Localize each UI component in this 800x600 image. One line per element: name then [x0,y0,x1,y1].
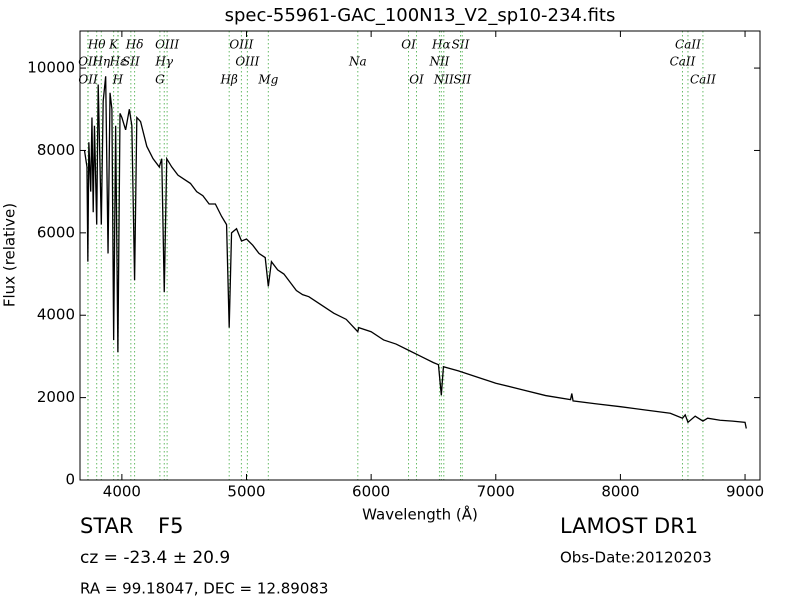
coordinates: RA = 99.18047, DEC = 12.89083 [80,580,328,598]
obs-date: Obs-Date:20120203 [560,549,712,567]
spectral-line-label: Na [348,55,367,69]
spectral-line-label: Hδ [125,38,144,52]
spectral-line-label: SII [452,38,470,52]
object-class: STAR [80,514,133,538]
x-axis-label: Wavelength (Å) [362,505,478,524]
x-tick-label: 4000 [103,483,141,501]
spectral-line-label: Hθ [87,38,106,52]
spectral-line-label: G [155,73,165,87]
spectral-line-label: Hη [91,55,110,69]
spectral-line-label: OI [409,73,424,87]
spectral-line-label: OIII [235,55,259,69]
spectral-line-label: NII [428,55,449,69]
spectral-line-label: SII [122,55,140,69]
y-tick-label: 8000 [37,141,75,159]
plot-frame [79,30,761,481]
spectral-line-label: SII [453,73,471,87]
spectral-line-label: Hγ [154,55,173,69]
x-tick-label: 7000 [477,483,515,501]
spectral-line-label: CaII [690,73,716,87]
spectral-line-label: Hε [109,55,127,69]
spectral-line-label: OII [78,55,98,69]
y-tick-label: 2000 [37,388,75,406]
spectral-line-label: OIII [155,38,179,52]
x-tick-label: 8000 [601,483,639,501]
spectral-line-label: CaII [675,38,701,52]
spectral-line-label: CaII [670,55,696,69]
survey: LAMOST DR1 [560,514,698,538]
y-tick-label: 0 [65,471,75,489]
chart-title: spec-55961-GAC_100N13_V2_sp10-234.fits [225,5,616,26]
x-tick-label: 6000 [352,483,390,501]
y-tick-label: 6000 [37,223,75,241]
y-axis-label: Flux (relative) [1,203,19,307]
x-tick-label: 9000 [726,483,764,501]
spectral-line-label: NII [433,73,454,87]
spectral-line-label: Mg [257,73,278,87]
spectral-line-label: OIII [229,38,253,52]
spectrum-line [83,76,747,429]
spectral-line-label: K [108,38,119,52]
spectral-line-label: Hα [431,38,451,52]
spectral-line-label: OI [401,38,416,52]
spectral-line-label: H [112,73,124,87]
x-tick-label: 5000 [227,483,265,501]
redshift: cz = -23.4 ± 20.9 [80,548,230,568]
subclass: F5 [158,514,183,538]
y-tick-label: 4000 [37,306,75,324]
spectral-line-label: Hβ [219,73,237,87]
spectral-line-label: OII [78,73,98,87]
y-tick-label: 10000 [27,59,75,77]
